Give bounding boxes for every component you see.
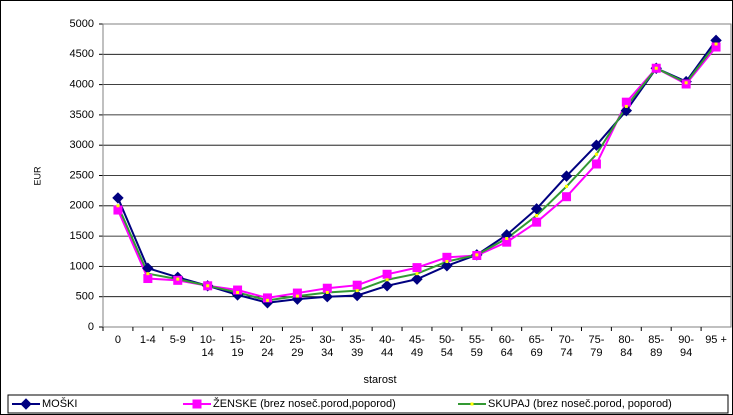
marker [624,104,628,108]
legend-box [7,394,729,414]
x-tick-label: 0 [114,334,121,346]
marker [236,290,240,294]
marker [112,192,124,204]
marker [535,213,539,217]
marker [532,217,542,227]
marker [445,260,449,264]
y-tick-label: 3000 [70,139,94,151]
marker [176,277,180,281]
marker [385,278,389,282]
marker [415,272,419,276]
x-tick-label: 15-19 [229,334,246,359]
y-axis-title: EUR [32,166,42,186]
marker [412,263,422,273]
x-tick-label: 80-84 [618,334,635,359]
marker [382,269,392,279]
x-tick-label: 45-49 [409,334,425,359]
y-tick-label: 0 [88,321,94,333]
y-tick-label: 2000 [70,200,94,212]
marker [381,280,393,292]
marker [591,159,601,169]
marker [560,170,573,182]
y-tick-label: 1500 [70,230,94,242]
marker [143,274,153,284]
x-tick-label: 95 + [705,334,727,346]
y-tick-label: 500 [76,291,94,303]
x-tick-label: 85-89 [648,334,665,359]
marker [620,104,633,117]
y-tick-label: 5000 [70,18,94,30]
legend: MOŠKI ŽENSKE (brez noseč.porod,poporod) SK… [7,394,729,414]
x-tick-label: 35-39 [349,334,366,359]
marker [146,272,150,276]
marker [565,184,569,188]
marker [352,280,362,290]
x-tick-label: 50-54 [438,334,455,359]
x-tick-label: 10-14 [199,334,216,359]
x-tick-label: 65-69 [528,334,545,359]
marker [265,298,269,302]
y-tick-label: 3500 [70,109,94,121]
marker [233,285,243,295]
marker [714,42,718,46]
legend-label: ŽENSKE (brez noseč.porod,poporod) [213,397,396,410]
y-tick-label: 4500 [70,48,94,60]
marker [684,81,688,85]
marker [654,66,658,70]
marker [530,203,543,215]
marker [325,290,329,294]
x-tick-label: 20-24 [259,334,276,359]
x-tick-label: 5-9 [169,334,186,346]
marker [470,402,474,406]
marker [590,139,603,151]
x-axis-title: starost [363,374,396,386]
x-tick-label: 90-94 [678,334,695,359]
marker [411,273,423,285]
legend-label: MOŠKI [42,397,77,410]
marker [321,290,333,303]
y-tick-label: 1000 [70,260,94,272]
marker [594,152,598,156]
plot-area [102,23,732,328]
x-tick-label: 1-4 [139,334,156,346]
marker [475,253,479,257]
marker [206,284,210,288]
x-tick-label: 75-79 [588,334,605,359]
marker [562,192,572,202]
marker [20,398,32,410]
x-tick-label: 40-44 [379,334,396,359]
x-tick-label: 30-34 [319,334,336,359]
y-tick-label: 2500 [70,169,94,181]
x-tick-label: 70-74 [558,334,575,359]
marker [441,260,453,272]
x-tick-label: 60-64 [498,334,515,359]
marker [295,294,299,298]
marker [116,204,120,208]
marker [262,293,272,303]
y-tick-label: 4000 [70,79,94,91]
marker [351,289,363,302]
x-tick-label: 55-59 [468,334,485,359]
marker [192,399,202,409]
x-tick-label: 25-29 [289,334,306,359]
marker [505,237,509,241]
legend-label: SKUPAJ (brez noseč.porod, poporod) [488,398,672,410]
marker [355,289,359,293]
